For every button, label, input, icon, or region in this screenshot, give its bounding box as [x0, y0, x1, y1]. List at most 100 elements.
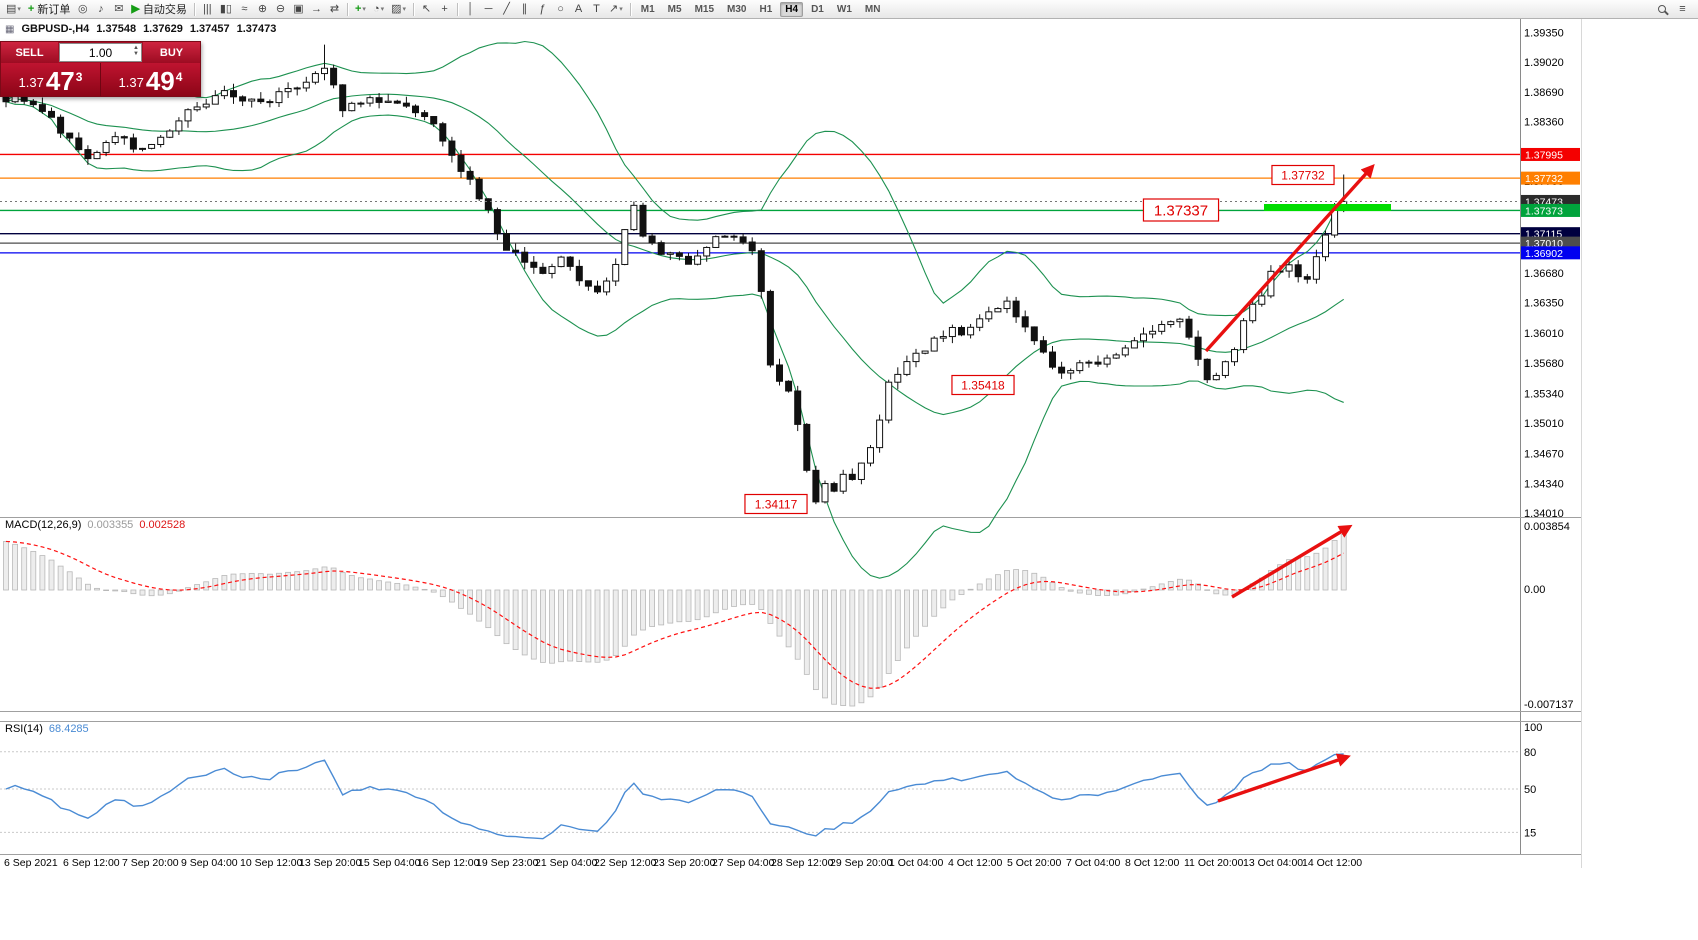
trend-arrow-price[interactable] [1204, 163, 1375, 353]
horizontal-line-icon[interactable]: ─ [480, 1, 497, 18]
news-icon[interactable]: ♪ [92, 1, 109, 18]
timeframe-h1-button[interactable]: H1 [759, 3, 773, 15]
macd-bar [776, 589, 783, 637]
timeframe-d1-button[interactable]: D1 [811, 3, 824, 15]
macd-bar [631, 589, 637, 636]
autotrade-button[interactable]: ▶ 自动交易 [128, 1, 189, 18]
candle-body [393, 100, 401, 104]
new-chart-icon[interactable]: ▤ ▾ [3, 1, 24, 18]
stepper-down-icon[interactable]: ▼ [133, 51, 139, 57]
time-axis-label: 16 Sep 12:00 [417, 857, 480, 869]
candle-body [402, 102, 410, 107]
macd-bar [849, 589, 856, 707]
sell-price[interactable]: 1.37 47 3 [1, 63, 100, 96]
macd-bar [66, 571, 73, 591]
timeframe-m5-button[interactable]: M5 [667, 3, 682, 15]
auto-scroll-icon[interactable]: → [308, 1, 325, 18]
macd-bar [885, 589, 892, 674]
new-order-button-label: 新订单 [37, 4, 71, 16]
timeframe-m30-button[interactable]: M30 [727, 3, 747, 15]
periods-icon: ◔ [372, 2, 380, 15]
macd-bar [722, 589, 728, 610]
new-order-button[interactable]: + 新订单 [25, 1, 73, 18]
equidistant-channel-icon[interactable]: ∥ [516, 1, 533, 18]
candle-body [694, 255, 702, 265]
candle-body [484, 198, 492, 211]
macd-bar [12, 543, 19, 591]
menu-icon[interactable]: ≡ [1679, 3, 1686, 15]
autotrade-button: ▶ [131, 2, 140, 15]
zoom-in-icon[interactable]: ⊕ [254, 1, 271, 18]
text-icon[interactable]: A [570, 1, 587, 18]
search-button[interactable] [1653, 1, 1670, 18]
indicators-icon[interactable]: + ▾ [352, 1, 369, 18]
macd-signal-value: 0.002528 [139, 519, 186, 531]
macd-bar [612, 589, 619, 656]
macd-bar [840, 589, 847, 706]
timeframe-h4-button[interactable]: H4 [780, 1, 804, 17]
price-annotation-box[interactable] [1271, 164, 1335, 186]
macd-bar [394, 582, 401, 591]
candle-body [1085, 361, 1093, 364]
price-annotation-box[interactable] [951, 374, 1015, 396]
stepper-up-icon[interactable]: ▲ [133, 45, 139, 51]
candle-body [639, 204, 647, 237]
candle-body [257, 98, 265, 103]
lot-stepper[interactable]: ▲ ▼ [133, 45, 139, 57]
candlestick-chart-icon[interactable]: ▮▯ [217, 1, 235, 18]
lot-size-field[interactable]: 1.00 ▲ ▼ [59, 43, 142, 62]
trend-arrow-rsi[interactable] [1217, 753, 1351, 803]
candle-body [111, 136, 119, 144]
mql5-community-icon: ◎ [78, 2, 88, 15]
candle-body [757, 250, 765, 292]
macd-bar [922, 589, 928, 627]
resistance-zone-highlight[interactable] [1264, 204, 1391, 211]
timeframe-w1-button[interactable]: W1 [836, 3, 852, 15]
cursor-icon[interactable]: ↖ [418, 1, 435, 18]
candle-body [530, 261, 538, 268]
periods-icon[interactable]: ◔ ▾ [370, 1, 387, 18]
mql5-community-icon[interactable]: ◎ [74, 1, 91, 18]
timeframe-m15-button[interactable]: M15 [694, 3, 715, 15]
timeframe-mn-button[interactable]: MN [864, 3, 881, 15]
macd-bar [822, 589, 828, 699]
mailbox-icon[interactable]: ✉ [110, 1, 127, 18]
bar-chart-icon[interactable]: ||| [199, 1, 216, 18]
chart-shift-icon[interactable]: ⇄ [326, 1, 343, 18]
macd-bar [75, 577, 82, 591]
macd-bar [1277, 564, 1283, 591]
macd-bar [940, 589, 947, 609]
candle-body [685, 255, 692, 265]
macd-bar [157, 589, 164, 596]
candle-body [921, 350, 929, 354]
chart-symbol-icon: ▦ [5, 23, 15, 35]
macd-bar [276, 572, 282, 591]
candle-body [1158, 324, 1166, 332]
candle-body [384, 100, 392, 103]
sell-button[interactable]: SELL [1, 42, 58, 63]
macd-bar [148, 589, 155, 597]
text-label-icon[interactable]: T [588, 1, 605, 18]
fibonacci-icon[interactable]: ƒ [534, 1, 551, 18]
candle-body [1285, 264, 1293, 272]
trend-arrow-macd[interactable] [1231, 524, 1353, 599]
macd-bar [667, 589, 674, 624]
arrows-icon[interactable]: ↗ ▾ [606, 1, 626, 18]
trendline-icon[interactable]: ╱ [498, 1, 515, 18]
buy-button[interactable]: BUY [143, 42, 200, 63]
line-chart-icon[interactable]: ≈ [236, 1, 253, 18]
templates-icon[interactable]: ▨ ▾ [388, 1, 409, 18]
tile-windows-icon[interactable]: ▣ [290, 1, 307, 18]
buy-price[interactable]: 1.37 49 4 [101, 63, 200, 96]
crosshair-icon[interactable]: + [436, 1, 453, 18]
zoom-out-icon[interactable]: ⊖ [272, 1, 289, 18]
price-annotation-box[interactable] [744, 493, 808, 515]
timeframe-m1-button[interactable]: M1 [640, 3, 655, 15]
candle-body [357, 102, 365, 105]
time-axis-label: 6 Sep 12:00 [63, 857, 120, 869]
arrows-icon: ↗ [609, 2, 619, 15]
shapes-icon[interactable]: ○ [552, 1, 569, 18]
vertical-line-icon[interactable]: │ [462, 1, 479, 18]
price-annotation-box[interactable] [1142, 198, 1220, 222]
